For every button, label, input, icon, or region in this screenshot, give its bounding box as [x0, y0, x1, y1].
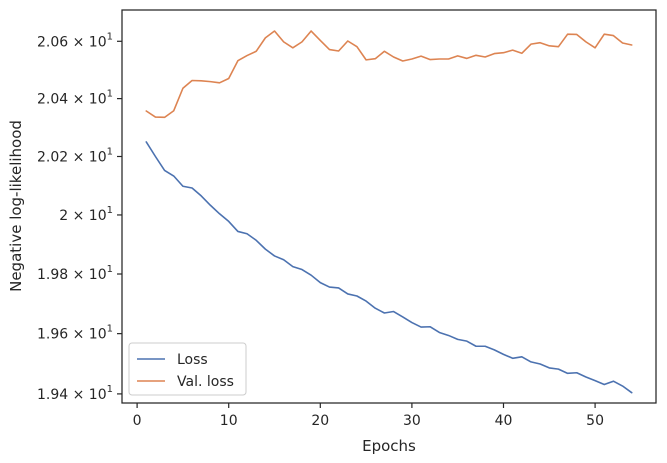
y-tick-label: 1.96 × 101 [37, 324, 113, 343]
plot-frame [121, 9, 657, 404]
legend: Loss Val. loss [128, 342, 247, 396]
legend-label-val-loss: Val. loss [177, 374, 234, 390]
x-tick-label: 30 [403, 413, 421, 429]
series-layer [145, 30, 633, 394]
legend-label-loss: Loss [177, 352, 208, 368]
y-axis: 1.94 × 101 1.96 × 101 1.98 × 101 2 × 101 2.0… [37, 31, 122, 403]
y-tick-label: 2.06 × 101 [37, 31, 113, 50]
x-axis: 0 10 20 30 40 50 [133, 403, 604, 429]
x-tick-label: 20 [311, 413, 329, 429]
x-tick-label: 10 [220, 413, 238, 429]
x-tick-label: 40 [495, 413, 513, 429]
y-tick-label: 1.98 × 101 [37, 264, 113, 283]
y-tick-label: 2.04 × 101 [37, 89, 113, 108]
y-tick-label: 2.02 × 101 [37, 146, 113, 165]
x-tick-label: 50 [586, 413, 604, 429]
series-line-0 [145, 141, 633, 394]
legend-box [128, 342, 247, 396]
x-tick-label: 0 [133, 413, 142, 429]
series-line-1 [145, 30, 633, 119]
x-axis-title: Epochs [362, 437, 416, 455]
y-tick-label: 1.94 × 101 [37, 384, 113, 403]
y-axis-title: Negative log-likelihood [7, 120, 25, 292]
y-tick-label: 2 × 101 [59, 205, 113, 224]
